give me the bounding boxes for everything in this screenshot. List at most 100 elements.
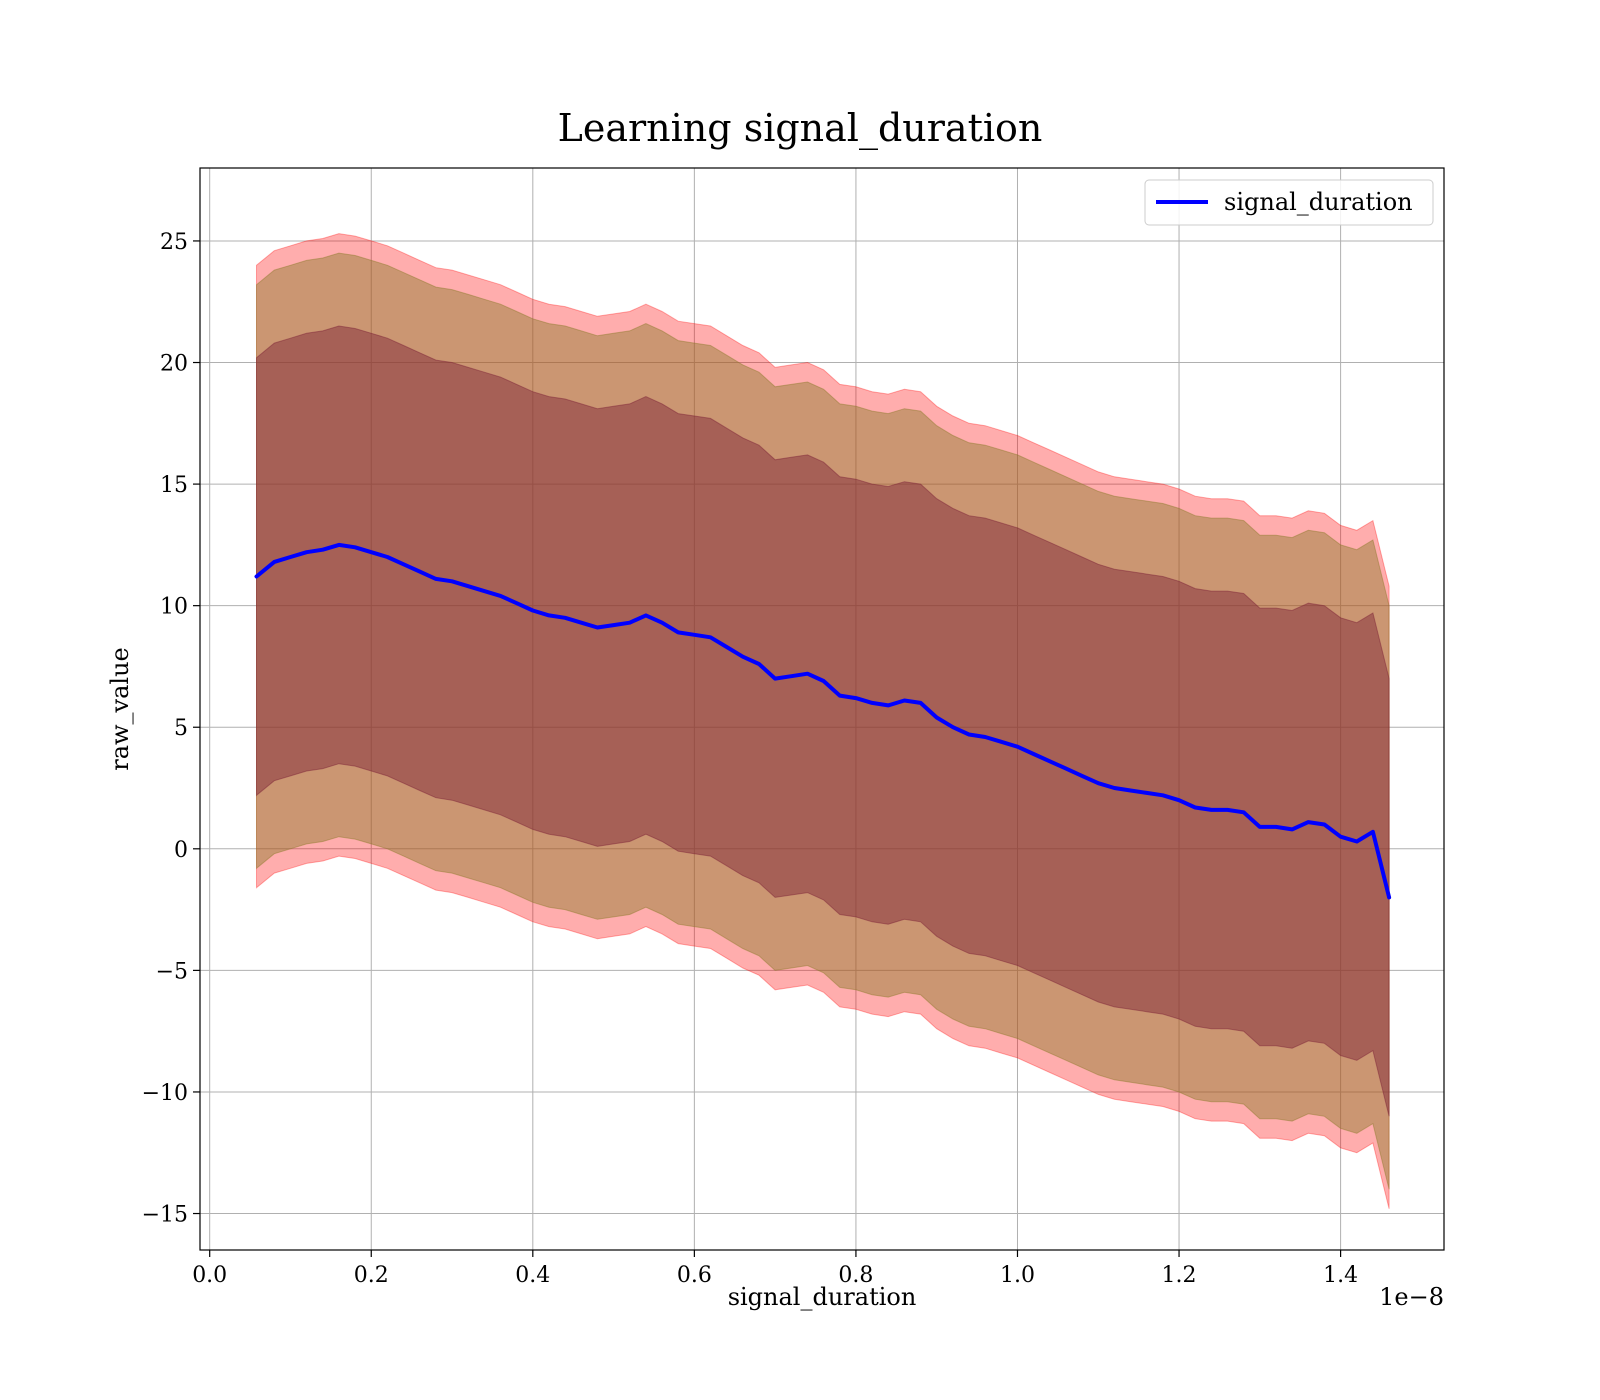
- uncertainty-bands: [256, 233, 1390, 1209]
- data-point: [1371, 830, 1375, 833]
- data-point: [370, 551, 373, 554]
- data-point: [1323, 823, 1326, 826]
- data-point: [984, 735, 987, 739]
- y-axis-ticks: −15 −10 −5 0 5 10 15 20 25: [142, 230, 200, 1228]
- data-point: [1307, 820, 1310, 824]
- data-point: [757, 662, 761, 666]
- x-tick-label: 0.6: [677, 1263, 712, 1288]
- data-point: [1194, 806, 1197, 809]
- data-point: [531, 609, 534, 612]
- x-axis-label: signal_duration: [728, 1283, 917, 1311]
- data-point: [547, 614, 551, 617]
- data-point: [467, 585, 470, 588]
- data-point: [854, 696, 858, 700]
- data-point: [903, 699, 906, 702]
- data-point: [612, 623, 615, 627]
- plot-area-frame: [199, 167, 1445, 1251]
- data-point: [402, 563, 405, 566]
- x-tick-label: 0.0: [192, 1263, 227, 1288]
- data-point: [806, 672, 809, 675]
- data-point: [887, 704, 890, 707]
- data-point: [337, 543, 341, 547]
- data-point: [660, 621, 664, 624]
- data-point: [693, 633, 696, 636]
- data-point: [483, 589, 486, 593]
- data-point: [1000, 740, 1003, 743]
- data-point: [450, 580, 454, 583]
- legend: signal_duration: [1144, 179, 1434, 226]
- chart-title: Learning signal_duration: [558, 106, 1043, 151]
- data-point: [790, 675, 793, 678]
- data-point: [628, 621, 631, 624]
- data-point: [1016, 745, 1019, 748]
- data-point: [434, 577, 438, 581]
- legend-box: [1144, 179, 1434, 226]
- legend-label: signal_duration: [1224, 188, 1413, 216]
- data-point: [870, 701, 874, 705]
- y-tick-label: 20: [160, 352, 188, 377]
- data-point: [709, 636, 712, 639]
- data-point: [822, 679, 825, 683]
- data-point: [1258, 825, 1262, 829]
- data-point: [255, 575, 258, 578]
- data-point: [580, 621, 583, 624]
- data-point: [1210, 808, 1213, 812]
- band-outer: [256, 233, 1390, 1209]
- x-tick-label: 0.8: [838, 1263, 873, 1288]
- data-point: [1113, 786, 1116, 790]
- data-point: [418, 570, 421, 573]
- y-tick-label: −15: [142, 1203, 188, 1228]
- data-point: [644, 614, 648, 617]
- data-point: [967, 733, 971, 736]
- data-point: [1274, 825, 1278, 829]
- data-point: [563, 616, 567, 619]
- data-point: [305, 551, 308, 554]
- data-point: [1129, 789, 1132, 792]
- x-tick-label: 0.4: [515, 1263, 550, 1288]
- data-point: [1048, 760, 1052, 763]
- data-point: [1226, 808, 1229, 812]
- data-point: [1339, 835, 1342, 838]
- data-point: [353, 546, 357, 549]
- data-point: [273, 560, 276, 564]
- data-point: [1080, 774, 1084, 778]
- x-tick-label: 1.2: [1162, 1263, 1197, 1288]
- data-point: [677, 631, 680, 634]
- data-point: [1097, 782, 1100, 785]
- grid: [200, 168, 1444, 1250]
- data-point: [515, 602, 518, 605]
- data-point: [741, 655, 744, 658]
- data-point: [1290, 828, 1294, 831]
- data-point: [1387, 896, 1391, 899]
- x-axis-ticks: 0.0 0.2 0.4 0.6 0.8 1.0 1.2 1.4: [192, 1250, 1358, 1288]
- band-inner: [256, 325, 1390, 1117]
- x-tick-label: 1.4: [1323, 1263, 1358, 1288]
- x-tick-label: 1.0: [1000, 1263, 1035, 1288]
- y-tick-label: 5: [174, 716, 188, 741]
- data-point: [951, 726, 955, 729]
- y-tick-label: 0: [174, 838, 188, 863]
- data-point: [1355, 840, 1359, 843]
- data-point: [773, 677, 777, 680]
- data-point: [596, 626, 599, 629]
- y-tick-label: 15: [160, 473, 188, 498]
- data-point: [1145, 791, 1148, 795]
- data-point: [919, 701, 922, 705]
- data-point: [935, 716, 938, 719]
- y-tick-label: −5: [156, 959, 188, 984]
- data-point: [386, 555, 389, 559]
- data-point: [1242, 811, 1245, 814]
- data-point: [499, 594, 502, 598]
- data-point: [1161, 794, 1165, 797]
- data-point: [725, 645, 728, 649]
- x-tick-label: 0.2: [354, 1263, 389, 1288]
- data-point: [1064, 767, 1068, 770]
- data-point: [1032, 752, 1035, 756]
- y-axis-label: raw_value: [106, 647, 134, 771]
- band-middle: [256, 252, 1390, 1190]
- x-axis-offset-label: 1e−8: [1379, 1283, 1444, 1311]
- data-point: [838, 694, 841, 697]
- y-tick-label: 25: [160, 230, 188, 255]
